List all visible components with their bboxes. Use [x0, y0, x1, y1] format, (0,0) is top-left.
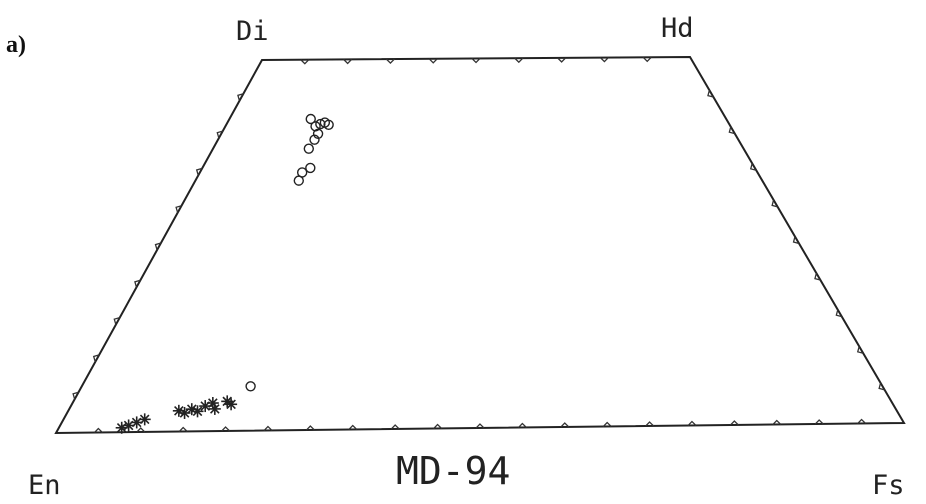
sample-label: MD-94	[396, 449, 510, 493]
tick-left	[237, 93, 244, 101]
tick-bottom	[857, 418, 867, 425]
data-point-circle	[293, 175, 304, 186]
tick-right	[707, 89, 714, 98]
tick-right	[749, 163, 757, 171]
tick-bottom	[263, 425, 273, 432]
tick-left	[92, 354, 100, 363]
tick-top	[300, 59, 310, 65]
tick-marks	[72, 56, 885, 434]
tick-right	[728, 126, 735, 135]
tick-top	[557, 57, 567, 63]
tick-bottom	[221, 426, 231, 432]
data-points	[115, 113, 334, 434]
tick-bottom	[687, 420, 697, 427]
tick-top	[599, 57, 609, 63]
data-point-circle	[323, 119, 334, 130]
apex-label-fs: Fs	[872, 470, 905, 501]
data-point-circle	[312, 128, 324, 139]
tick-bottom	[178, 426, 188, 433]
apex-label-hd: Hd	[661, 13, 694, 44]
data-point-circle	[245, 381, 256, 392]
tick-bottom	[475, 423, 485, 429]
apex-label-di: Di	[236, 16, 269, 47]
tick-top	[471, 58, 481, 64]
tick-left	[154, 242, 162, 251]
apex-label-en: En	[28, 470, 61, 501]
tick-right	[878, 382, 885, 391]
quadrilateral-outline	[54, 55, 906, 435]
tick-left	[72, 391, 79, 400]
data-point-circle	[310, 121, 321, 132]
tick-right	[792, 236, 800, 245]
tick-left	[195, 167, 203, 176]
data-point-circle	[303, 143, 315, 154]
tick-left	[175, 205, 182, 213]
tick-bottom	[305, 425, 315, 431]
tick-bottom	[390, 424, 400, 430]
tick-left	[113, 316, 120, 325]
tick-left	[216, 130, 223, 139]
tick-bottom	[645, 421, 655, 427]
tick-right	[814, 272, 821, 281]
tick-top	[514, 57, 524, 64]
tick-top	[343, 58, 353, 65]
tick-bottom	[602, 421, 612, 428]
data-point-star	[178, 406, 191, 419]
data-point-star	[138, 413, 151, 426]
tick-bottom	[814, 419, 824, 425]
tick-bottom	[772, 419, 782, 426]
data-point-circle	[305, 113, 316, 125]
tick-top	[642, 56, 652, 63]
tick-bottom	[517, 422, 527, 429]
tick-bottom	[433, 423, 443, 430]
tick-right	[771, 199, 778, 208]
tick-bottom	[560, 422, 570, 428]
tick-bottom	[729, 420, 739, 426]
tick-top	[428, 58, 438, 64]
tick-right	[856, 346, 864, 354]
data-point-circle	[305, 162, 316, 174]
data-point-star	[191, 405, 204, 418]
tick-left	[134, 279, 141, 288]
tick-top	[385, 58, 395, 65]
data-point-circle	[309, 134, 320, 145]
tick-bottom	[93, 427, 103, 434]
data-point-star	[208, 402, 221, 415]
panel-label: a)	[6, 32, 26, 58]
data-point-star	[225, 398, 238, 411]
tick-bottom	[348, 424, 358, 431]
tick-right	[835, 309, 842, 318]
tick-bottom	[136, 427, 146, 433]
